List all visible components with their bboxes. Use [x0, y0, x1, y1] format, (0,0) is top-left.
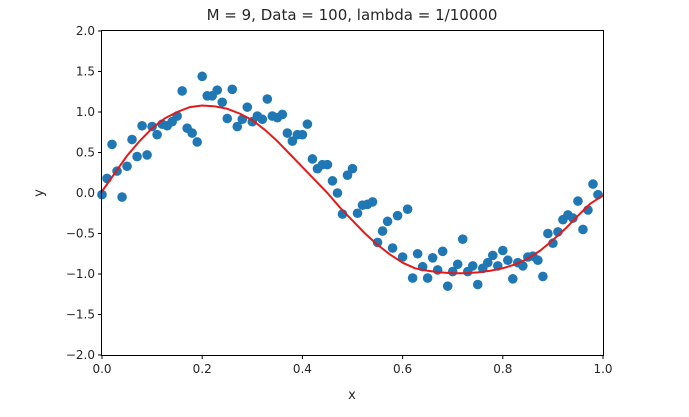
data-point	[442, 281, 453, 291]
data-point	[487, 250, 498, 261]
data-point	[142, 150, 152, 160]
data-point	[422, 273, 433, 283]
axis-ticks: 0.0 0.2 0.4 0.6 0.8 1.0 −2.0 −1.5 −1.0 −0.5 0.0 0.5…	[66, 24, 613, 376]
data-point	[212, 85, 223, 95]
data-point	[457, 234, 468, 244]
data-point	[322, 159, 333, 170]
x-tick-label: 0.6	[393, 362, 412, 376]
data-point	[327, 176, 338, 186]
x-axis-label: x	[348, 388, 356, 403]
data-point	[588, 179, 598, 189]
data-point	[498, 245, 508, 256]
plot-area	[97, 71, 604, 291]
y-tick-label: −1.0	[66, 267, 95, 281]
data-point	[412, 248, 423, 259]
data-point	[122, 161, 132, 172]
data-point	[307, 154, 318, 164]
data-point	[147, 121, 157, 132]
data-point	[222, 113, 233, 124]
data-point	[127, 134, 137, 145]
fit-curve	[101, 104, 604, 275]
x-tick-label: 0.4	[293, 362, 312, 376]
data-point	[107, 139, 117, 150]
data-point	[332, 188, 343, 198]
data-point	[397, 252, 408, 262]
data-point	[392, 210, 403, 221]
y-tick-label: 1.0	[76, 105, 95, 119]
data-point	[352, 208, 363, 219]
data-point	[132, 151, 142, 162]
data-point	[297, 129, 308, 140]
data-point	[533, 255, 543, 266]
data-point	[568, 213, 578, 223]
data-point	[382, 216, 393, 227]
data-point	[117, 192, 127, 202]
y-tick-label: 2.0	[76, 24, 95, 38]
data-point	[402, 204, 413, 214]
chart-title: M = 9, Data = 100, lambda = 1/10000	[207, 6, 498, 24]
data-point	[152, 129, 162, 140]
data-point	[342, 170, 353, 180]
data-point	[538, 271, 548, 282]
data-point	[518, 261, 528, 271]
y-tick-label: −0.5	[66, 227, 95, 241]
data-point	[407, 273, 418, 283]
data-point	[427, 252, 438, 263]
data-point	[287, 136, 298, 146]
data-point	[197, 71, 207, 82]
data-point	[578, 224, 588, 235]
data-point	[137, 120, 147, 131]
y-tick-label: −2.0	[66, 348, 95, 362]
data-point	[282, 128, 293, 138]
data-point	[217, 97, 228, 108]
data-point	[277, 109, 288, 120]
data-point	[242, 102, 253, 112]
data-point	[452, 259, 463, 270]
data-point	[227, 84, 238, 95]
data-point	[482, 257, 493, 268]
data-point	[573, 196, 583, 206]
data-point	[503, 255, 513, 266]
data-point	[262, 94, 273, 104]
data-point	[192, 137, 202, 147]
x-tick-label: 0.8	[493, 362, 512, 376]
y-tick-label: 0.0	[76, 186, 95, 200]
data-point	[367, 197, 378, 207]
data-point	[508, 274, 518, 284]
data-point	[387, 243, 398, 253]
data-point	[177, 86, 187, 96]
y-tick-label: 1.5	[76, 65, 95, 79]
x-tick-label: 1.0	[593, 362, 612, 376]
data-point	[543, 228, 553, 239]
x-tick-label: 0.0	[92, 362, 111, 376]
data-point	[232, 121, 243, 132]
y-tick-label: 0.5	[76, 146, 95, 160]
data-point	[377, 226, 388, 236]
data-point	[437, 246, 448, 257]
plot-frame	[101, 30, 604, 356]
data-point	[187, 128, 197, 138]
data-point	[467, 261, 478, 271]
data-point	[257, 114, 268, 125]
data-point	[472, 279, 483, 290]
x-tick-label: 0.2	[193, 362, 212, 376]
data-point	[372, 237, 383, 248]
y-tick-label: −1.5	[66, 308, 95, 322]
y-axis-label: y	[32, 189, 47, 197]
data-point	[302, 119, 313, 129]
data-point	[347, 163, 358, 174]
